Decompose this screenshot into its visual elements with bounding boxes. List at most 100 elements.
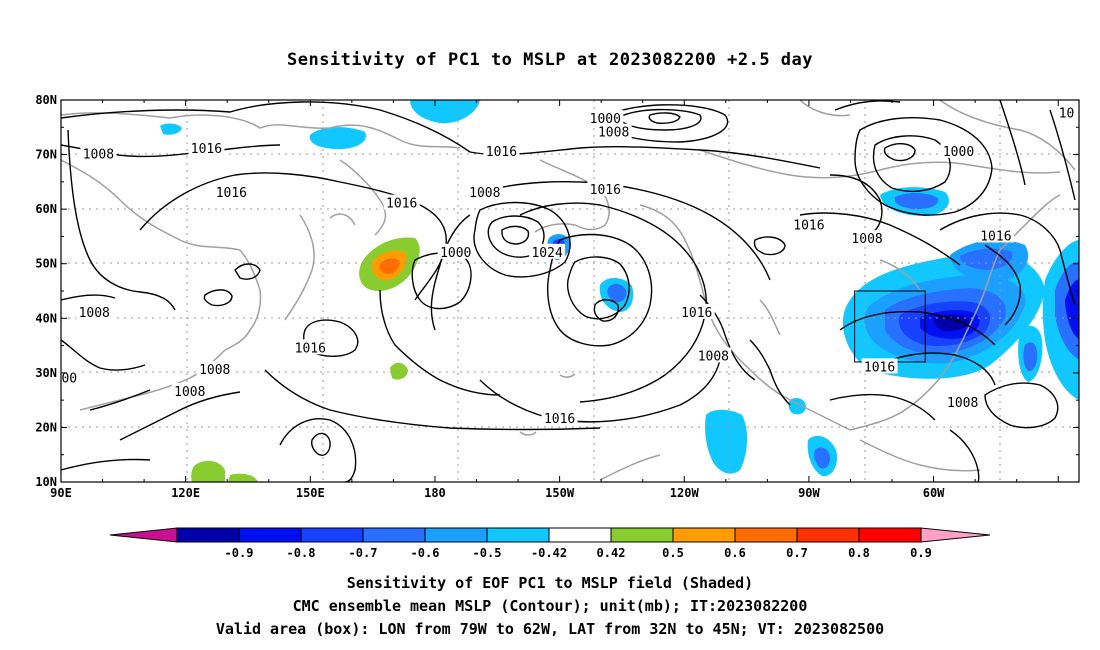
contour-label: 1008 <box>944 393 981 411</box>
colorbar-label: -0.5 <box>473 546 502 560</box>
contour-label-text: 1000 <box>943 145 974 160</box>
contour-label: 1016 <box>292 339 329 356</box>
colorbar-swatch <box>300 527 364 543</box>
colorbar <box>109 527 991 543</box>
contour-label-text: 00 <box>61 371 77 386</box>
lon-label: 60W <box>923 486 945 500</box>
contour-label: 1016 <box>188 140 225 157</box>
lat-label: 20N <box>35 420 57 434</box>
contour-label-text: 1016 <box>386 197 417 212</box>
axis-ticks <box>60 99 1079 483</box>
contour-label: 1016 <box>587 181 624 198</box>
contour-label-text: 1016 <box>486 145 517 160</box>
colorbar-swatch <box>238 527 302 543</box>
colorbar-swatch <box>734 527 798 543</box>
lat-label: 30N <box>35 366 57 380</box>
map-title: Sensitivity of PC1 to MSLP at 2023082200… <box>286 50 813 70</box>
lon-label: 150E <box>296 486 325 500</box>
contour-label-text: 1008 <box>199 363 230 378</box>
contour-label-text: 1000 <box>440 246 471 261</box>
longitude-labels: 90E 120E 150E 180 150W 120W 90W 60W <box>50 486 945 500</box>
contour-label: 10 <box>1056 104 1077 122</box>
lon-label: 120E <box>171 486 200 500</box>
mslp-contours <box>61 100 1076 482</box>
colorbar-swatch <box>672 527 736 543</box>
lon-label: 90W <box>798 486 820 500</box>
contour-label: 1008 <box>171 382 208 400</box>
lat-label: 60N <box>35 202 57 216</box>
colorbar-low-triangle <box>109 527 178 543</box>
contour-label-text: 1016 <box>681 306 712 321</box>
contour-label: 1016 <box>213 183 250 201</box>
contour-label: 1008 <box>595 123 632 141</box>
contour-label-text: 1000 <box>590 112 621 127</box>
colorbar-label: -0.42 <box>531 546 567 560</box>
contour-label: 1000 <box>437 243 474 261</box>
contour-label: 1024 <box>529 243 566 261</box>
contour-label: 00 <box>61 369 80 386</box>
caption-shaded: Sensitivity of EOF PC1 to MSLP field (Sh… <box>346 574 754 592</box>
colorbar-swatch <box>858 527 922 543</box>
lon-label: 90E <box>50 486 72 500</box>
colorbar-label: 0.42 <box>597 546 626 560</box>
contour-label: 1008 <box>466 183 503 201</box>
colorbar-swatch <box>610 527 674 543</box>
contour-label-text: 1008 <box>469 186 500 201</box>
contour-label: 1016 <box>383 194 420 212</box>
gridlines <box>61 100 1079 482</box>
contour-label: 1016 <box>678 303 715 321</box>
colorbar-label: -0.6 <box>411 546 440 560</box>
colorbar-label: 0.7 <box>786 546 808 560</box>
contour-label: 1016 <box>861 358 898 375</box>
contour-label-text: 1016 <box>295 341 326 356</box>
lat-label: 10N <box>35 475 57 489</box>
lat-label: 80N <box>35 93 57 107</box>
contour-label-text: 1016 <box>793 219 824 234</box>
lat-label: 40N <box>35 311 57 325</box>
colorbar-swatch <box>424 527 488 543</box>
colorbar-label: -0.9 <box>225 546 254 560</box>
contour-label: 1008 <box>196 361 233 378</box>
lon-label: 180 <box>424 486 446 500</box>
colorbar-swatch <box>176 527 240 543</box>
contour-label-text: 1016 <box>544 412 575 427</box>
colorbar-swatch <box>362 527 426 543</box>
contour-label-text: 10 <box>1059 107 1075 122</box>
contour-label-text: 1008 <box>174 385 205 400</box>
lat-label: 70N <box>35 148 57 162</box>
colorbar-label: 0.6 <box>724 546 746 560</box>
colorbar-label: 0.5 <box>662 546 684 560</box>
colorbar-labels: -0.9 -0.8 -0.7 -0.6 -0.5 -0.42 0.42 0.5 0.6 0.7 0.… <box>225 546 932 560</box>
contour-label-text: 1008 <box>83 148 114 163</box>
colorbar-label: -0.7 <box>349 546 378 560</box>
contour-label: 1008 <box>80 145 117 163</box>
contour-label-text: 1016 <box>980 229 1011 244</box>
contour-label: 1008 <box>695 347 732 364</box>
contour-label-text: 1016 <box>590 183 621 198</box>
colorbar-high-triangle <box>920 527 991 543</box>
colorbar-label: 0.9 <box>910 546 932 560</box>
colorbar-swatch <box>548 527 612 543</box>
coastlines <box>61 100 1076 481</box>
contour-label: 1008 <box>849 230 886 247</box>
contour-label-text: 1008 <box>947 396 978 411</box>
colorbar-label: 0.8 <box>848 546 870 560</box>
contour-label: 1008 <box>76 303 113 321</box>
contour-label-text: 1008 <box>851 232 882 247</box>
contour-label-text: 1016 <box>216 186 247 201</box>
contour-label: 1000 <box>940 142 977 160</box>
lon-label: 150W <box>545 486 575 500</box>
contour-label: 1016 <box>483 142 520 160</box>
latitude-labels: 10N 20N 30N 40N 50N 60N 70N 80N <box>35 93 57 489</box>
contour-label: 1000 <box>587 110 624 127</box>
contour-label-text: 1024 <box>531 246 562 261</box>
lon-label: 120W <box>670 486 700 500</box>
contour-label: 1016 <box>790 216 827 234</box>
contour-label-text: 1008 <box>598 126 629 141</box>
caption-valid-area: Valid area (box): LON from 79W to 62W, L… <box>215 620 885 638</box>
contour-label-text: 1008 <box>698 349 729 364</box>
caption-contour: CMC ensemble mean MSLP (Contour); unit(m… <box>292 597 808 615</box>
contour-label: 1016 <box>541 410 578 427</box>
lat-label: 50N <box>35 257 57 271</box>
